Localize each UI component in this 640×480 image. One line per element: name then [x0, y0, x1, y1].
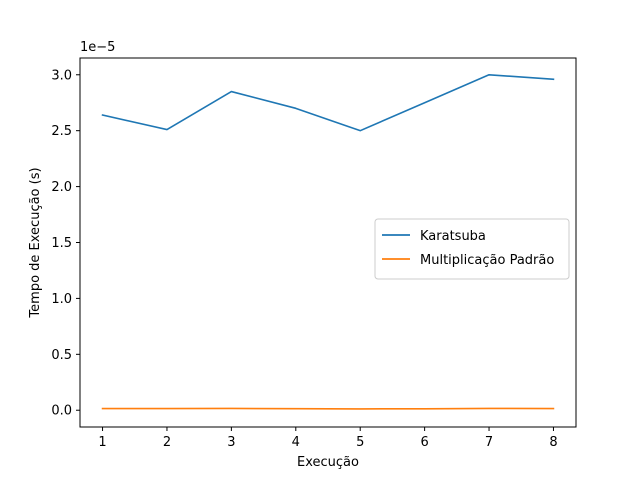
- series-line-1: [101, 73, 555, 132]
- y-axis-label: Tempo de Execução (s): [28, 167, 43, 318]
- x-tick-label: 4: [292, 435, 300, 450]
- x-tick-label: 5: [356, 435, 364, 450]
- y-tick-label: 1.5: [51, 236, 72, 251]
- series-layer: [101, 73, 555, 410]
- x-tick-label: 7: [485, 435, 493, 450]
- y-tick-label: 2.5: [51, 124, 72, 139]
- y-tick-label: 0.5: [51, 348, 72, 363]
- x-axis-label: Execução: [297, 455, 359, 470]
- y-tick-label: 0.0: [51, 404, 72, 419]
- y-axis-offset-label: 1e−5: [80, 40, 115, 55]
- ticks-layer: 1 2 3 4 5 6 7 8 0.0 0.5 1.0 1.5 2.0 2.5 3.0: [51, 68, 557, 450]
- legend-label-2: Multiplicação Padrão: [420, 253, 554, 268]
- y-tick-label: 3.0: [51, 68, 72, 83]
- legend-label-1: Karatsuba: [420, 229, 486, 244]
- x-tick-label: 1: [98, 435, 106, 450]
- x-tick-label: 6: [420, 435, 428, 450]
- legend-box: [374, 218, 570, 280]
- plot-area-frame: [79, 57, 577, 428]
- x-tick-label: 2: [163, 435, 171, 450]
- x-tick-label: 3: [227, 435, 235, 450]
- y-tick-label: 2.0: [51, 180, 72, 195]
- x-tick-label: 8: [549, 435, 557, 450]
- y-tick-label: 1.0: [51, 292, 72, 307]
- legend: Karatsuba Multiplicação Padrão: [374, 218, 570, 280]
